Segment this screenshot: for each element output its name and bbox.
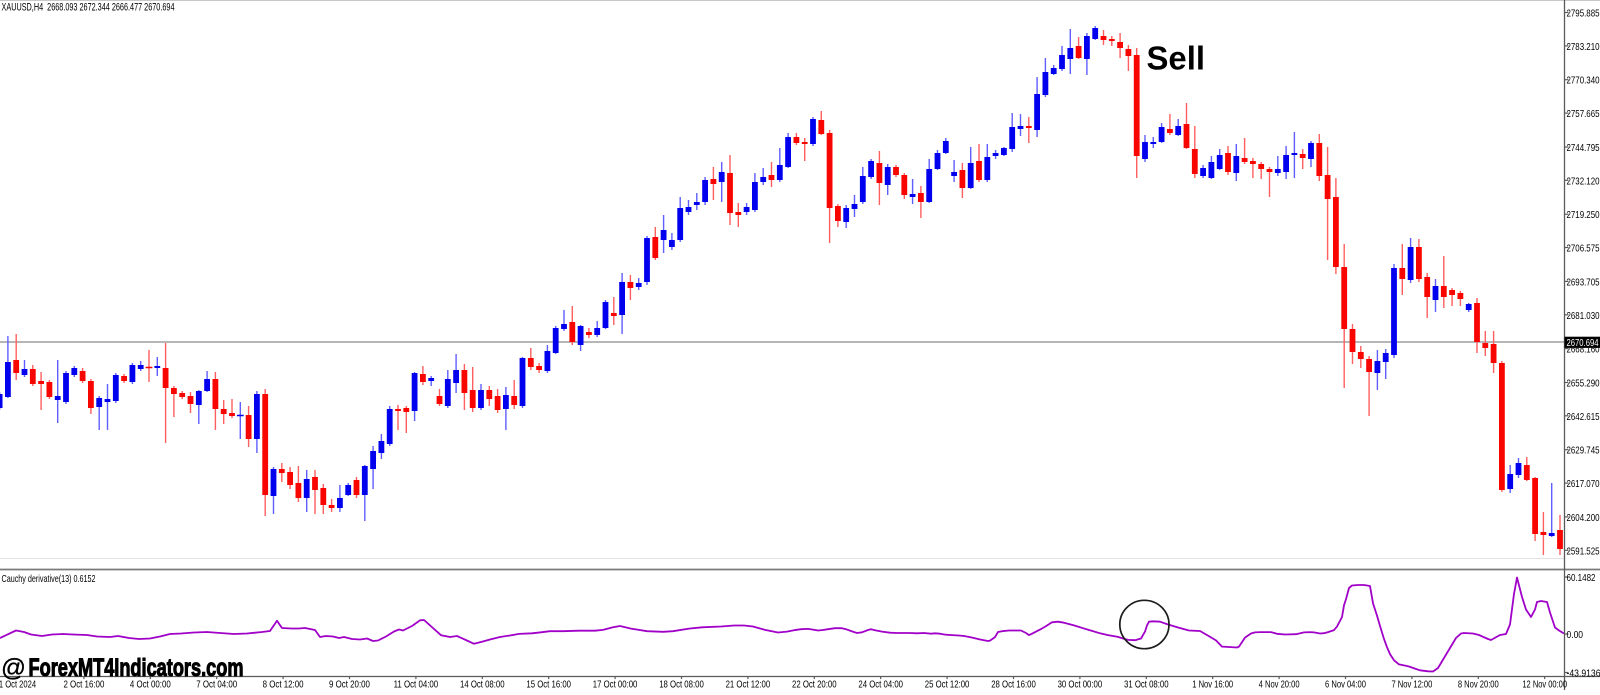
svg-text:60.1482: 60.1482	[1567, 573, 1596, 584]
svg-text:31 Oct 08:00: 31 Oct 08:00	[1124, 680, 1169, 691]
svg-text:ForexMT4Indicators.com: ForexMT4Indicators.com	[29, 655, 244, 682]
svg-text:17 Oct 00:00: 17 Oct 00:00	[593, 680, 638, 691]
svg-text:25 Oct 12:00: 25 Oct 12:00	[925, 680, 970, 691]
svg-text:2719.250: 2719.250	[1567, 210, 1600, 221]
svg-text:XAUUSD,H4 2668.093 2672.344 2: XAUUSD,H4 2668.093 2672.344 2666.477 267…	[2, 2, 175, 14]
svg-text:28 Oct 16:00: 28 Oct 16:00	[991, 680, 1036, 691]
svg-text:@: @	[1, 655, 26, 682]
svg-text:18 Oct 08:00: 18 Oct 08:00	[659, 680, 704, 691]
svg-text:8 Nov 20:00: 8 Nov 20:00	[1458, 680, 1499, 691]
svg-text:11 Oct 04:00: 11 Oct 04:00	[394, 680, 439, 691]
svg-text:0.00: 0.00	[1567, 630, 1584, 641]
svg-text:2783.210: 2783.210	[1567, 42, 1600, 53]
svg-text:2604.200: 2604.200	[1567, 513, 1600, 524]
svg-text:2655.290: 2655.290	[1567, 379, 1600, 390]
svg-text:2617.070: 2617.070	[1567, 479, 1600, 490]
svg-text:22 Oct 20:00: 22 Oct 20:00	[792, 680, 837, 691]
svg-text:2757.665: 2757.665	[1567, 109, 1600, 120]
svg-text:2795.885: 2795.885	[1567, 9, 1600, 20]
svg-text:12 Nov 00:00: 12 Nov 00:00	[1522, 680, 1567, 691]
svg-text:-43.9136: -43.9136	[1567, 669, 1600, 680]
svg-text:9 Oct 20:00: 9 Oct 20:00	[329, 680, 370, 691]
svg-text:2770.340: 2770.340	[1567, 76, 1600, 87]
svg-text:2591.525: 2591.525	[1567, 546, 1600, 557]
svg-text:24 Oct 04:00: 24 Oct 04:00	[858, 680, 903, 691]
svg-text:14 Oct 08:00: 14 Oct 08:00	[460, 680, 505, 691]
svg-text:2744.795: 2744.795	[1567, 143, 1600, 154]
svg-text:30 Oct 00:00: 30 Oct 00:00	[1058, 680, 1103, 691]
svg-text:21 Oct 12:00: 21 Oct 12:00	[726, 680, 771, 691]
svg-text:15 Oct 16:00: 15 Oct 16:00	[526, 680, 571, 691]
svg-text:2670.694: 2670.694	[1567, 338, 1599, 349]
svg-text:2732.120: 2732.120	[1567, 176, 1600, 187]
svg-text:2629.745: 2629.745	[1567, 446, 1600, 457]
svg-text:4 Nov 20:00: 4 Nov 20:00	[1259, 680, 1300, 691]
svg-text:Cauchy derivative(13) 0.6152: Cauchy derivative(13) 0.6152	[2, 574, 96, 585]
svg-text:2681.030: 2681.030	[1567, 311, 1600, 322]
svg-text:7 Nov 12:00: 7 Nov 12:00	[1391, 680, 1432, 691]
svg-text:2642.615: 2642.615	[1567, 412, 1600, 423]
svg-text:8 Oct 12:00: 8 Oct 12:00	[263, 680, 304, 691]
svg-text:6 Nov 04:00: 6 Nov 04:00	[1325, 680, 1366, 691]
svg-text:Sell: Sell	[1147, 40, 1206, 77]
svg-text:1 Nov 16:00: 1 Nov 16:00	[1192, 680, 1233, 691]
svg-text:2706.575: 2706.575	[1567, 244, 1600, 255]
svg-text:2693.705: 2693.705	[1567, 277, 1600, 288]
